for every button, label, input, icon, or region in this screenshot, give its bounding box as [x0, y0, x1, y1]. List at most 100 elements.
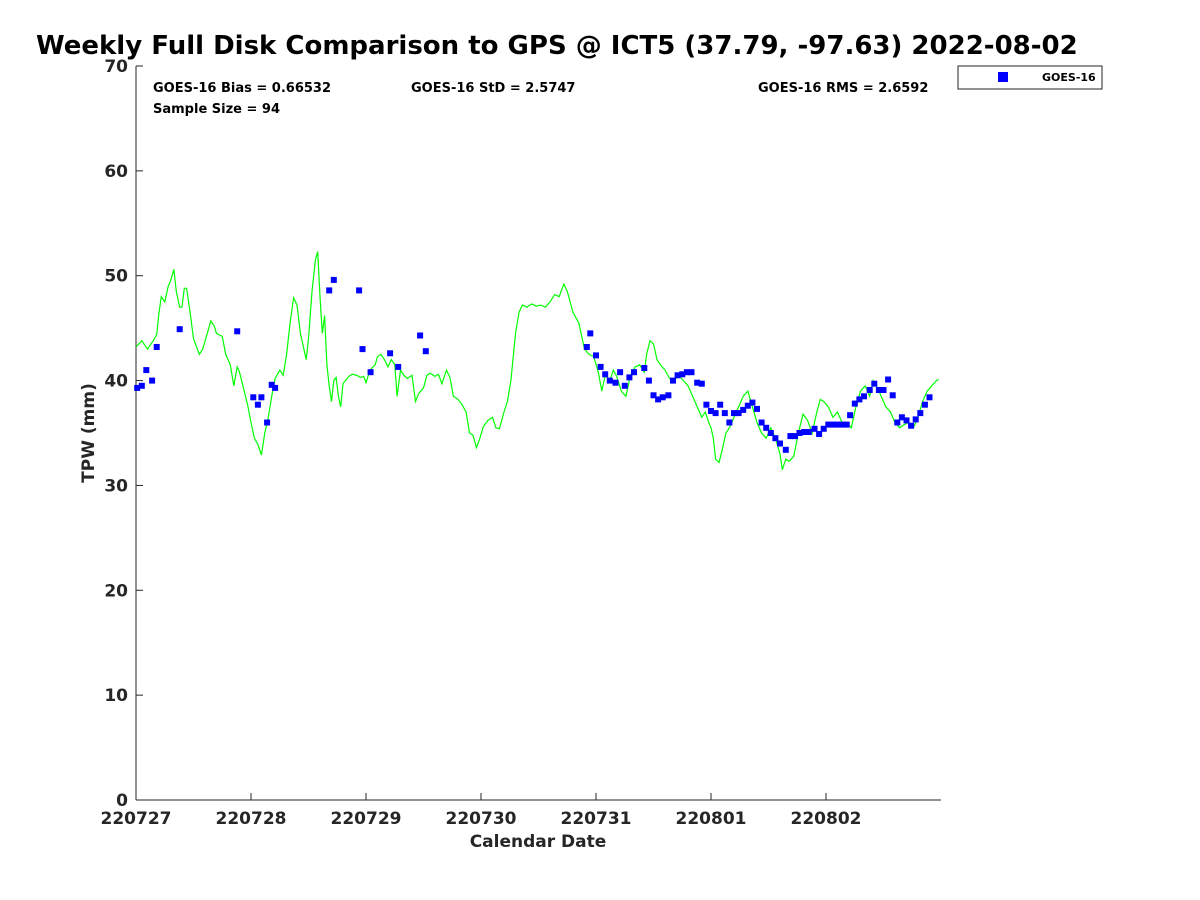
goes16-point	[767, 430, 774, 436]
goes16-point	[645, 377, 652, 384]
y-tick-label: 10	[104, 686, 128, 706]
goes16-point	[606, 377, 613, 384]
goes16-point	[847, 412, 854, 419]
series-layer	[134, 251, 939, 470]
goes16-point	[149, 377, 156, 384]
goes16-point	[926, 394, 933, 401]
goes16-point	[679, 371, 686, 378]
goes16-point	[885, 376, 892, 383]
goes16-point	[731, 410, 737, 417]
goes16-point	[811, 425, 818, 432]
goes16-point	[631, 369, 637, 376]
legend-marker-goes16	[998, 72, 1008, 82]
goes16-point	[782, 446, 789, 453]
goes16-point	[621, 382, 628, 389]
goes16-point	[908, 422, 915, 429]
goes16-point	[258, 394, 265, 401]
goes16-point	[655, 396, 662, 403]
goes16-point	[894, 419, 901, 426]
goes16-point	[866, 387, 873, 393]
x-tick-label: 220729	[331, 809, 402, 829]
goes16-point	[763, 424, 770, 431]
goes16-point	[326, 287, 333, 294]
goes16-point	[683, 369, 690, 376]
y-tick-label: 70	[104, 57, 128, 77]
goes16-point	[903, 417, 910, 424]
goes16-point	[843, 421, 850, 428]
goes16-point	[820, 425, 827, 432]
goes16-point	[272, 384, 279, 391]
goes16-point	[665, 392, 672, 399]
plot-area	[135, 66, 941, 801]
y-tick-label: 20	[104, 581, 128, 601]
goes16-point	[772, 435, 779, 442]
goes16-point	[641, 365, 648, 371]
goes16-point	[839, 421, 846, 428]
chart-title: Weekly Full Disk Comparison to GPS @ ICT…	[36, 31, 1078, 61]
goes16-point	[703, 401, 710, 408]
goes16-point	[721, 410, 728, 417]
goes16-point	[740, 406, 747, 413]
goes16-point	[417, 332, 424, 339]
goes16-point	[602, 371, 609, 378]
y-tick-label: 50	[104, 267, 128, 287]
rms-stat: GOES-16 RMS = 2.6592	[758, 81, 928, 96]
goes16-point	[898, 414, 905, 421]
goes16-point	[254, 401, 261, 408]
goes16-point	[359, 346, 366, 353]
goes16-point	[250, 394, 257, 401]
x-tick-label: 220727	[101, 809, 172, 829]
bias-stat: GOES-16 Bias = 0.66532	[153, 81, 331, 96]
goes16-point	[694, 379, 701, 386]
legend-box	[957, 65, 1103, 90]
goes16-point	[395, 363, 402, 370]
goes16-point	[834, 421, 841, 428]
x-tick-label: 220801	[676, 809, 747, 829]
goes16-point	[726, 419, 733, 426]
goes16-point	[138, 382, 145, 389]
sample-size-stat: Sample Size = 94	[153, 102, 280, 117]
goes16-point	[829, 421, 836, 428]
x-ticks: 220727 220728 220729 220730 220731 220801 2208…	[101, 793, 862, 829]
goes16-point	[659, 394, 666, 401]
goes16-point	[825, 421, 832, 428]
x-tick-label: 220802	[791, 809, 862, 829]
goes16-point	[612, 379, 619, 386]
goes16-point	[717, 401, 724, 408]
goes16-point	[143, 367, 150, 374]
goes16-point	[917, 410, 924, 417]
y-tick-label: 40	[104, 372, 128, 392]
goes16-point	[758, 419, 765, 426]
goes16-point	[626, 374, 633, 381]
goes16-point	[708, 408, 714, 414]
goes16-point	[805, 429, 812, 435]
goes16-point	[871, 380, 878, 387]
goes16-point	[712, 410, 719, 417]
goes16-point	[597, 363, 604, 370]
goes16-point	[650, 392, 657, 399]
goes16-point	[856, 396, 863, 403]
goes16-point	[875, 387, 882, 393]
goes16-point	[754, 405, 760, 412]
goes16-point	[921, 401, 928, 408]
goes16-point	[777, 440, 783, 447]
goes16-point	[387, 350, 394, 357]
goes16-point	[816, 431, 823, 437]
legend: GOES-16	[957, 65, 1103, 90]
y-tick-label: 60	[104, 162, 128, 182]
goes16-point	[698, 380, 705, 387]
goes16-point	[422, 348, 429, 355]
goes16-point	[801, 429, 808, 435]
y-tick-label: 30	[104, 476, 128, 496]
x-tick-label: 220731	[561, 809, 632, 829]
goes16-point	[617, 369, 624, 376]
goes16-point	[735, 410, 742, 417]
goes16-point	[912, 416, 919, 423]
goes16-point	[153, 344, 160, 350]
goes16-point	[583, 344, 590, 350]
goes16-point	[330, 276, 337, 283]
goes16-point	[268, 381, 275, 388]
gps-series-line	[135, 251, 939, 470]
goes16-point	[367, 369, 374, 376]
